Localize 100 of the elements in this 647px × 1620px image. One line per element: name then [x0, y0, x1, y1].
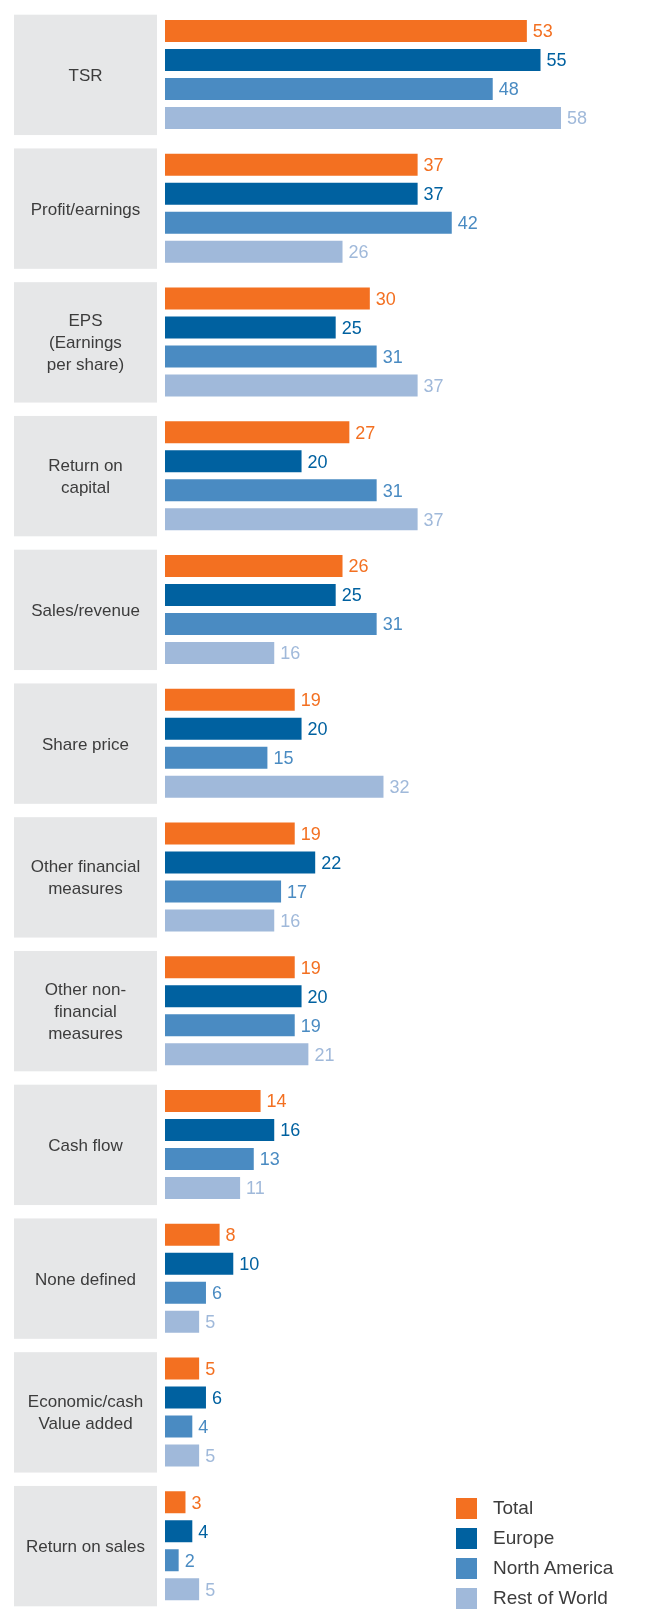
- bar: [165, 717, 302, 740]
- data-label: 32: [389, 777, 410, 798]
- data-label: 20: [307, 451, 328, 472]
- data-label: 6: [211, 1387, 222, 1408]
- bar: [165, 1415, 193, 1438]
- bar: [165, 1520, 193, 1543]
- bar: [165, 107, 561, 129]
- bar: [165, 1252, 234, 1275]
- data-label: 25: [341, 585, 362, 606]
- data-label: 16: [280, 643, 301, 664]
- y-tick-label: Sales/revenue: [31, 600, 140, 620]
- y-tick-label: Return on sales: [25, 1536, 146, 1556]
- legend-label: Europe: [493, 1527, 555, 1549]
- bar: [165, 450, 302, 473]
- bar: [165, 822, 295, 845]
- data-label: 26: [348, 556, 369, 577]
- data-label: 5: [205, 1358, 216, 1379]
- bar: [165, 49, 541, 71]
- y-tick-label: Other financial measures: [30, 856, 141, 898]
- data-label: 31: [382, 614, 403, 635]
- y-tick-label: Economic/cash Value added: [27, 1391, 144, 1433]
- legend-label: Total: [493, 1497, 534, 1519]
- data-label: 16: [280, 1120, 301, 1141]
- bar: [165, 316, 336, 339]
- bar: [165, 508, 418, 531]
- bar: [165, 1310, 200, 1333]
- bar: [165, 985, 302, 1008]
- bar: [165, 1223, 220, 1246]
- data-label: 11: [246, 1178, 265, 1199]
- y-tick-label: None defined: [34, 1269, 137, 1289]
- bar: [165, 613, 377, 635]
- data-label: 20: [307, 986, 328, 1007]
- data-label: 13: [259, 1149, 280, 1170]
- y-tick-label: Return on capital: [48, 455, 123, 497]
- data-label: 19: [300, 957, 321, 978]
- data-label: 37: [423, 184, 444, 205]
- data-label: 17: [287, 881, 308, 902]
- data-label: 30: [375, 288, 396, 309]
- data-label: 37: [423, 375, 444, 396]
- y-tick-label: TSR: [68, 65, 103, 85]
- bar: [165, 1090, 261, 1112]
- bar: [165, 746, 268, 769]
- bar: [165, 345, 377, 368]
- bar: [165, 1148, 254, 1170]
- data-label: 10: [239, 1254, 260, 1275]
- data-label: 20: [307, 719, 328, 740]
- bar: [165, 909, 275, 932]
- bar: [165, 1578, 200, 1601]
- data-label: 26: [348, 242, 369, 263]
- bar: [165, 688, 295, 711]
- data-label: 22: [321, 852, 342, 873]
- bar: [165, 880, 282, 903]
- data-label: 19: [300, 1015, 321, 1036]
- bar: [165, 211, 452, 234]
- bar: [165, 1119, 275, 1141]
- bar: [165, 20, 527, 42]
- data-label: 27: [355, 422, 376, 443]
- bar: [165, 555, 343, 577]
- data-label: 19: [300, 823, 321, 844]
- bar: [165, 374, 418, 397]
- data-label: 6: [211, 1283, 222, 1304]
- data-label: 14: [266, 1091, 287, 1112]
- data-label: 3: [191, 1492, 202, 1513]
- data-label: 42: [457, 213, 478, 234]
- bar: [165, 642, 275, 664]
- bar: [165, 1357, 200, 1380]
- y-tick-label: Share price: [42, 734, 129, 754]
- data-label: 37: [423, 509, 444, 530]
- data-label: 58: [567, 108, 588, 129]
- data-label: 4: [198, 1521, 209, 1542]
- data-label: 4: [198, 1416, 209, 1437]
- data-label: 8: [225, 1225, 236, 1246]
- data-label: 31: [382, 480, 403, 501]
- bar: [165, 1014, 295, 1037]
- legend-label: North America: [493, 1557, 614, 1579]
- bar: [165, 1281, 206, 1304]
- data-label: 5: [205, 1445, 216, 1466]
- y-tick-label: Cash flow: [48, 1135, 124, 1155]
- y-tick-label: EPS (Earnings per share): [46, 310, 125, 374]
- bar: [165, 287, 370, 310]
- bar: [165, 1043, 309, 1066]
- bar: [165, 851, 316, 874]
- bar: [165, 956, 295, 979]
- data-label: 15: [273, 748, 294, 769]
- data-label: 31: [382, 346, 403, 367]
- bar: [165, 1444, 200, 1467]
- data-label: 21: [314, 1044, 335, 1065]
- data-label: 25: [341, 317, 362, 338]
- bar: [165, 479, 377, 502]
- y-tick-label: Profit/earnings: [30, 199, 141, 219]
- bar: [165, 1386, 206, 1409]
- bar: [165, 240, 343, 263]
- y-tick-label: Other non- financial measures: [44, 979, 127, 1043]
- data-label: 48: [498, 79, 519, 100]
- bar: [165, 584, 336, 606]
- bar: [165, 1491, 186, 1514]
- data-label: 53: [532, 21, 553, 42]
- data-label: 19: [300, 690, 321, 711]
- data-label: 5: [205, 1312, 216, 1333]
- bar: [165, 182, 418, 205]
